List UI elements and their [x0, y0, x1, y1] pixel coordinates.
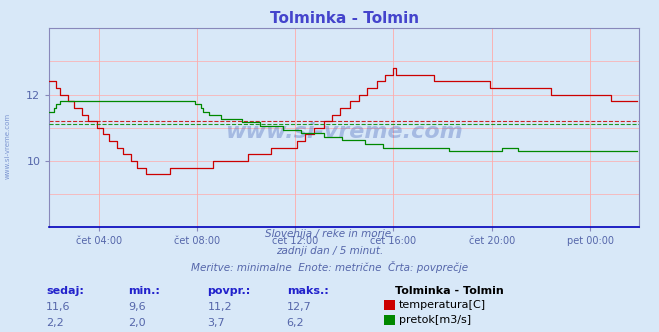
Title: Tolminka - Tolmin: Tolminka - Tolmin	[270, 11, 419, 26]
Text: Meritve: minimalne  Enote: metrične  Črta: povprečje: Meritve: minimalne Enote: metrične Črta:…	[191, 261, 468, 273]
Text: www.si-vreme.com: www.si-vreme.com	[5, 113, 11, 179]
Text: 2,0: 2,0	[129, 318, 146, 328]
Text: pretok[m3/s]: pretok[m3/s]	[399, 315, 471, 325]
Text: 11,6: 11,6	[46, 302, 71, 312]
Text: min.:: min.:	[129, 286, 160, 296]
Text: temperatura[C]: temperatura[C]	[399, 300, 486, 310]
Text: 3,7: 3,7	[208, 318, 225, 328]
Text: sedaj:: sedaj:	[46, 286, 84, 296]
Text: 11,2: 11,2	[208, 302, 232, 312]
Text: maks.:: maks.:	[287, 286, 328, 296]
Text: Tolminka - Tolmin: Tolminka - Tolmin	[395, 286, 504, 296]
Text: 6,2: 6,2	[287, 318, 304, 328]
Text: zadnji dan / 5 minut.: zadnji dan / 5 minut.	[276, 246, 383, 256]
Text: povpr.:: povpr.:	[208, 286, 251, 296]
Text: 2,2: 2,2	[46, 318, 64, 328]
Text: 12,7: 12,7	[287, 302, 312, 312]
Text: 9,6: 9,6	[129, 302, 146, 312]
Text: www.si-vreme.com: www.si-vreme.com	[225, 122, 463, 142]
Text: Slovenija / reke in morje.: Slovenija / reke in morje.	[265, 229, 394, 239]
